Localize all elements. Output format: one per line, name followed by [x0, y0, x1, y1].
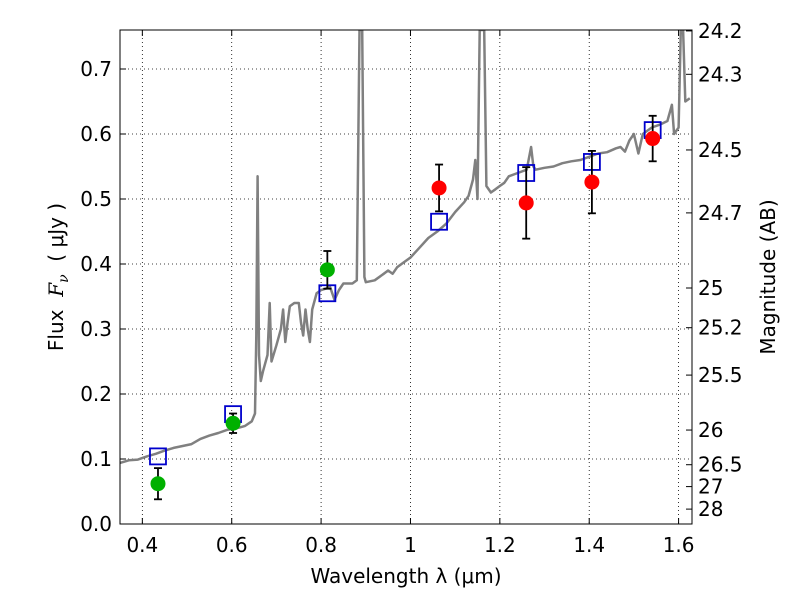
observed-optical-point [150, 476, 166, 492]
y-tick-label: 0.2 [80, 382, 112, 406]
y-tick-label: 0.1 [80, 447, 112, 471]
y-tick-label: 0.6 [80, 122, 112, 146]
y-axis-label: Flux Fν ( μJy ) [44, 203, 72, 351]
x-tick-label: 1.2 [484, 533, 516, 557]
observed-nir-point [431, 180, 447, 196]
axis-ticks: 0.4 0.6 0.8 1 1.2 1.4 1.6 0.0 0.1 0.2 0.3 0.4 0.5 0.6… [80, 19, 742, 557]
y2-axis-label: Magnitude (AB) [756, 199, 780, 354]
y-axis-label-prefix: Flux [44, 297, 68, 351]
y-axis-label-unit: ( μJy ) [44, 203, 68, 275]
x-tick-label: 0.8 [305, 533, 337, 557]
observed-optical-point [225, 415, 241, 431]
observed-optical-point [319, 262, 335, 278]
x-axis-label: Wavelength λ (μm) [310, 564, 501, 588]
x-tick-label: 0.4 [126, 533, 158, 557]
observed-nir-point [518, 195, 534, 211]
y2-tick-label: 27 [698, 475, 723, 499]
y2-tick-label: 25 [698, 276, 723, 300]
plot-markers [149, 114, 662, 501]
y-tick-label: 0.0 [80, 512, 112, 536]
y-axis-label-subscript: ν [56, 274, 72, 283]
y-tick-label: 0.4 [80, 252, 112, 276]
y2-tick-label: 25.5 [698, 363, 743, 387]
y2-tick-label: 24.3 [698, 62, 743, 86]
y-axis-label-symbol: F [44, 282, 68, 298]
y2-tick-label: 26.5 [698, 453, 743, 477]
y-tick-label: 0.3 [80, 317, 112, 341]
y2-tick-label: 24.2 [698, 19, 743, 43]
x-tick-label: 1 [404, 533, 417, 557]
x-tick-label: 1.4 [573, 533, 605, 557]
y2-tick-label: 25.2 [698, 316, 743, 340]
y-tick-label: 0.5 [80, 187, 112, 211]
x-tick-label: 1.6 [663, 533, 695, 557]
observed-nir-point [584, 174, 600, 190]
x-tick-label: 0.6 [216, 533, 248, 557]
plot-frame [119, 29, 693, 525]
model-photometry-square [149, 447, 167, 466]
model-photometry-square [430, 212, 448, 231]
y2-tick-label: 24.5 [698, 138, 743, 162]
y2-tick-label: 24.7 [698, 201, 743, 225]
y-tick-label: 0.7 [80, 57, 112, 81]
y2-tick-label: 28 [698, 497, 723, 521]
y2-tick-label: 26 [698, 418, 723, 442]
observed-nir-point [645, 131, 661, 147]
